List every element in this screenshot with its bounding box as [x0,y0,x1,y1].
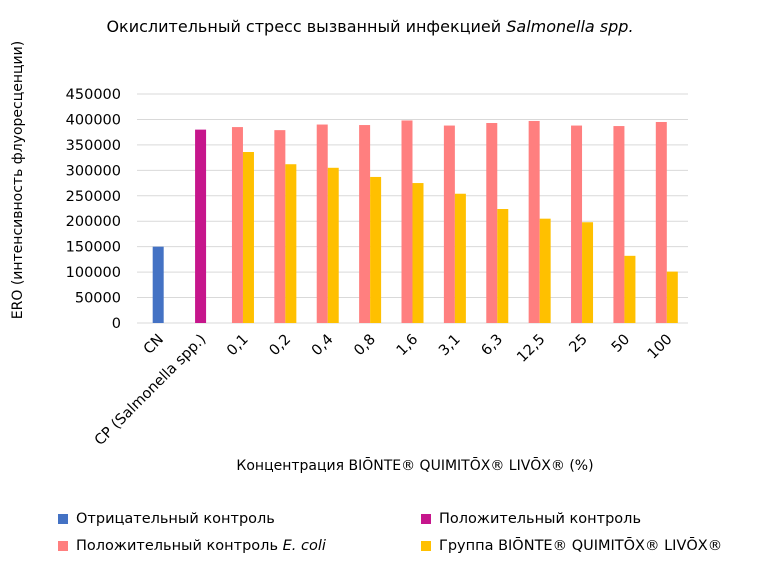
y-tick-label: 50000 [75,291,121,307]
legend-swatch-ecoli [58,541,68,551]
legend-swatch-negative [58,514,68,524]
x-tick-label: 12,5 [514,332,548,366]
x-tick-label: CN [141,332,167,358]
chart-title: Окислительный стресс вызванный инфекцией… [80,12,660,41]
x-tick-label: 100 [645,332,676,363]
y-tick-label: 250000 [66,189,121,205]
legend-swatch-group [421,541,431,551]
bar-bionte-group [539,218,551,323]
bar-ecoli-control [486,123,498,323]
x-tick-label: 3,1 [436,332,464,360]
bar-bionte-group [412,183,424,323]
y-axis-label: ERO (интенсивность флуоресценции) [10,40,26,320]
y-tick-label: 100000 [66,265,121,281]
y-tick-labels: 0 50000 100000 150000 200000 250000 300000 3500… [66,87,121,332]
y-tick-label: 200000 [66,214,121,230]
bar-ecoli-control [528,120,540,324]
y-tick-label: 400000 [66,112,121,128]
bars [152,120,678,324]
x-tick-label: 0,1 [224,332,252,360]
bar-ecoli-control [359,125,371,323]
legend-item-ecoli: Положительный контроль E. coli [58,538,326,554]
bar-bionte-group [242,152,254,323]
x-tick-label: 6,3 [478,332,506,360]
legend-label-ecoli-italic: E. coli [282,538,326,554]
bar-ecoli-control [316,124,328,324]
x-tick-label: 0,2 [267,332,295,360]
legend-label-positive: Положительный контроль [439,511,641,527]
y-tick-label: 150000 [66,240,121,256]
bar-ecoli-control [571,125,583,323]
bar-bionte-group [285,164,297,323]
chart-title-line1: Окислительный стресс вызванный инфекцией [106,17,502,36]
legend-item-positive: Положительный контроль [421,511,641,527]
legend-label-group: Группа BIŌNTE® QUIMITŌX® LIVŌX® [439,538,723,554]
bar-bionte-group [327,167,339,323]
bar-bionte-group [624,255,636,323]
x-tick-label: 0,4 [309,332,337,360]
bar-ecoli-control [613,126,625,323]
bar-bionte-group [454,193,466,323]
bar-positive-control [195,129,207,323]
chart-title-italic: Salmonella spp. [506,17,634,36]
legend-label-ecoli-prefix: Положительный контроль [76,538,278,554]
x-tick-label: 1,6 [394,332,422,360]
bar-bionte-group [497,209,509,323]
bar-ecoli-control [443,125,455,323]
bar-bionte-group [582,222,594,323]
y-tick-label: 0 [112,316,121,332]
y-tick-label: 450000 [66,87,121,103]
bar-ecoli-control [655,121,667,323]
bar-ecoli-control [401,120,413,323]
x-tick-label: 50 [609,332,633,356]
x-axis-label: Концентрация BIŌNTE® QUIMITŌX® LIVŌX® (%… [236,458,594,474]
bar-bionte-group [370,176,382,323]
x-tick-label: 0,8 [351,332,379,360]
legend-item-negative: Отрицательный контроль [58,511,275,527]
bar-bionte-group [666,271,678,323]
x-tick-label: 25 [567,332,591,356]
legend-item-group: Группа BIŌNTE® QUIMITŌX® LIVŌX® [421,538,722,554]
y-tick-label: 350000 [66,138,121,154]
legend-swatch-positive [421,514,431,524]
y-tick-label: 300000 [66,163,121,179]
legend-label-ecoli: Положительный контроль E. coli [76,538,326,554]
bar-negative-control [152,246,164,323]
bar-ecoli-control [274,130,286,323]
bar-ecoli-control [231,127,243,323]
legend-label-negative: Отрицательный контроль [76,511,275,527]
